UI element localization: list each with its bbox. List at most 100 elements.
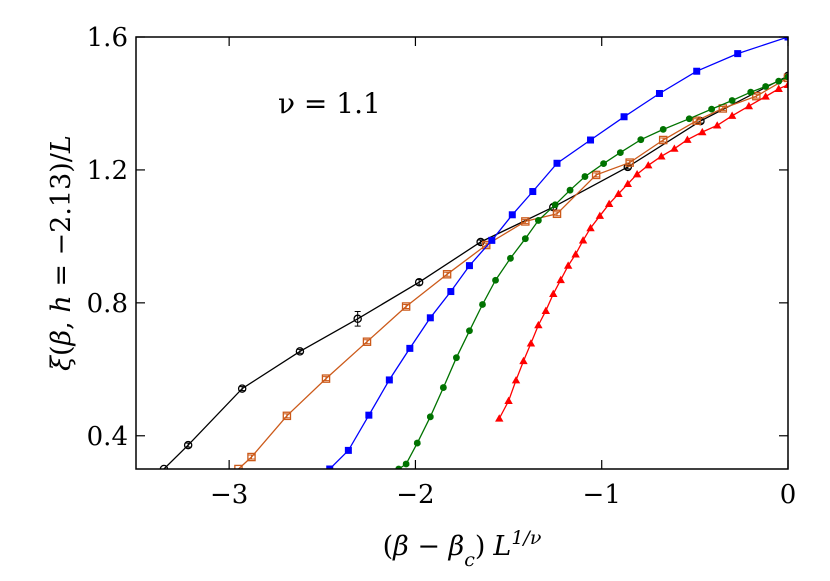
data-point	[508, 211, 516, 219]
data-point	[752, 91, 761, 101]
data-point	[784, 37, 788, 41]
data-point	[783, 80, 788, 89]
data-point	[727, 111, 737, 119]
data-point	[657, 152, 666, 160]
data-point	[406, 344, 414, 352]
data-point	[581, 173, 589, 180]
data-point	[321, 374, 331, 383]
series-3	[326, 37, 788, 469]
data-point	[658, 135, 668, 145]
data-point	[402, 460, 410, 468]
data-point	[183, 440, 193, 450]
data-point	[447, 288, 455, 296]
data-point	[465, 262, 473, 270]
data-point	[571, 250, 580, 258]
data-point	[426, 413, 434, 421]
data-point	[362, 337, 372, 346]
data-point	[534, 217, 542, 224]
data-point	[659, 125, 667, 133]
data-point	[247, 452, 256, 462]
data-point	[344, 446, 352, 454]
data-point	[526, 339, 536, 347]
data-point	[495, 414, 504, 422]
data-point	[655, 89, 663, 97]
series-line	[329, 37, 788, 469]
data-point	[395, 465, 403, 469]
y-tick-label: 0.8	[87, 289, 128, 319]
data-point	[616, 149, 624, 157]
series-line	[498, 84, 788, 419]
data-point	[529, 188, 537, 196]
data-point	[604, 199, 614, 207]
data-point	[439, 384, 447, 391]
data-point	[466, 327, 473, 335]
data-point	[625, 158, 634, 167]
x-tick-label: −1	[583, 480, 621, 510]
x-tick-label: −2	[396, 480, 434, 510]
data-point	[453, 354, 460, 362]
data-point	[566, 186, 574, 194]
series-4	[395, 73, 788, 469]
data-point	[693, 67, 701, 75]
data-point	[586, 223, 595, 232]
data-point	[549, 289, 558, 298]
y-tick-label: 1.6	[87, 23, 128, 53]
data-point	[632, 170, 642, 178]
series-line	[163, 75, 788, 469]
data-point	[521, 217, 530, 226]
data-point	[326, 465, 334, 469]
data-point	[728, 97, 736, 104]
data-point	[553, 159, 561, 167]
series-layer	[159, 37, 788, 469]
plot-frame	[135, 36, 789, 470]
data-point	[644, 161, 653, 169]
data-point	[519, 356, 528, 365]
data-point	[511, 376, 521, 384]
data-point	[761, 92, 770, 100]
data-point	[685, 115, 693, 123]
series-2	[234, 73, 788, 469]
data-point	[556, 275, 565, 284]
x-tick-label: 0	[780, 480, 797, 510]
data-point	[385, 376, 393, 384]
x-tick-label: −3	[210, 480, 248, 510]
data-point	[551, 201, 559, 209]
data-point	[614, 189, 623, 197]
data-point	[698, 127, 707, 136]
series-5	[495, 80, 788, 422]
data-point	[578, 236, 588, 244]
data-point	[492, 276, 499, 284]
data-point	[784, 73, 788, 81]
data-point	[442, 270, 452, 279]
data-point	[683, 135, 692, 143]
data-point	[734, 50, 742, 58]
data-point	[775, 77, 783, 85]
data-point	[488, 236, 496, 244]
data-point	[744, 101, 754, 110]
data-point	[774, 84, 783, 92]
data-point	[295, 347, 305, 356]
data-point	[620, 113, 628, 121]
data-point	[637, 136, 645, 144]
series-line	[398, 76, 788, 469]
data-point	[479, 301, 486, 308]
data-point	[762, 83, 770, 90]
data-point	[670, 144, 679, 152]
y-tick-label: 1.2	[87, 156, 128, 186]
data-point	[237, 384, 247, 393]
data-point	[600, 160, 607, 168]
data-point	[747, 88, 755, 96]
data-point	[521, 235, 529, 243]
data-point	[713, 121, 722, 129]
data-point	[587, 136, 595, 144]
series-1	[159, 71, 788, 469]
data-point	[504, 396, 513, 405]
x-axis-label: (β − βc) L1/ν	[383, 527, 542, 571]
data-point	[591, 170, 601, 180]
data-point	[426, 314, 434, 322]
data-point	[413, 439, 421, 447]
data-point	[365, 411, 373, 419]
data-point	[563, 261, 573, 269]
data-point	[623, 179, 632, 188]
